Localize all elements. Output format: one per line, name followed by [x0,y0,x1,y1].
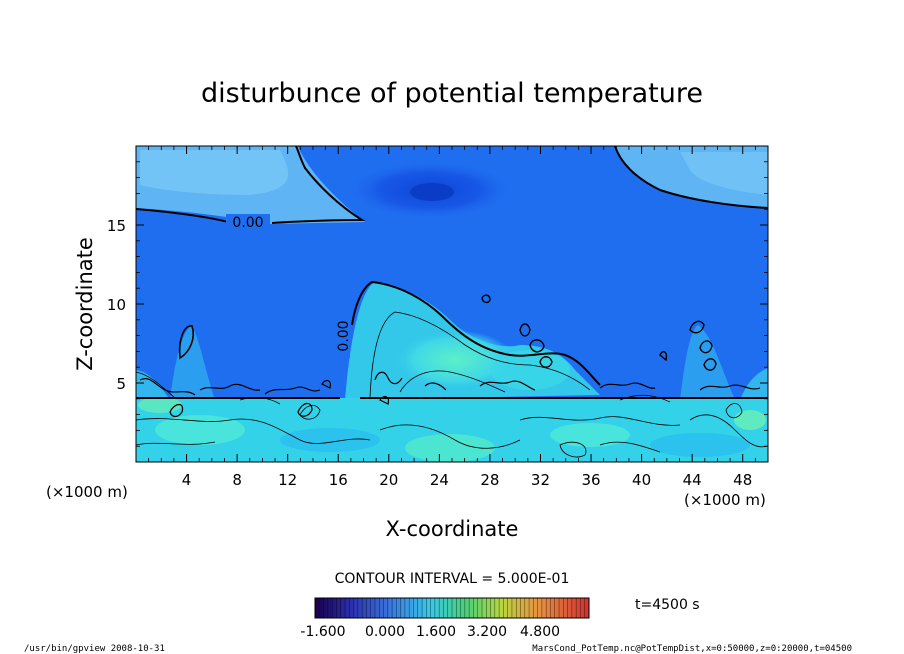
colorbar-tick-label: -1.600 [300,624,345,640]
contour-label-plume: 0.00 [336,320,352,351]
colorbar-tick-label: 0.000 [365,624,405,640]
x-axis-ticks: 4 8 12 16 20 24 28 32 36 40 44 48 [148,146,756,489]
colorbar-segments [319,598,585,618]
x-tick-label: 24 [430,471,449,489]
x-tick-label: 8 [232,471,242,489]
contour-turbulent-band [139,371,761,418]
x-tick-label: 20 [379,471,398,489]
y-tick-label: 5 [116,375,126,393]
colorbar-tick-label: 4.800 [520,624,560,640]
time-label: t=4500 s [635,597,700,613]
x-tick-label: 28 [480,471,499,489]
x-tick-label: 4 [182,471,192,489]
y-tick-label: 15 [107,217,126,235]
footer-right: MarsCond_PotTemp.nc@PotTempDist,x=0:5000… [532,644,852,654]
x-tick-label: 32 [531,471,550,489]
x-tick-label: 12 [278,471,297,489]
x-tick-label: 44 [683,471,702,489]
y-axis-label: Z-coordinate [73,237,97,371]
y-tick-label: 10 [107,296,126,314]
footer-left: /usr/bin/gpview 2008-10-31 [24,644,165,654]
x-tick-label: 48 [733,471,752,489]
x-axis-unit-left: (×1000 m) [46,483,128,501]
chart-title: disturbunce of potential temperature [201,78,703,109]
x-tick-label: 16 [329,471,348,489]
contour-thin-lines [136,311,768,458]
colorbar-tick-label: 1.600 [416,624,456,640]
contour-interval: CONTOUR INTERVAL = 5.000E-01 [335,571,570,587]
contour-zero-top-left [136,146,366,224]
contour-zero-plume [351,280,601,386]
contour-zero-top-right [614,146,768,209]
x-tick-label: 36 [581,471,600,489]
plot-area: 0.00 0.00 [136,146,768,462]
x-tick-label: 40 [632,471,651,489]
x-axis-unit-right: (×1000 m) [684,491,766,509]
colorbar-tick-label: 3.200 [467,624,507,640]
y-axis-ticks: 5 10 15 [107,161,768,447]
x-axis-label: X-coordinate [386,517,519,541]
colorbar-tick-labels: -1.600 0.000 1.600 3.200 4.800 [300,624,560,640]
contour-label-top: 0.00 [232,215,263,231]
